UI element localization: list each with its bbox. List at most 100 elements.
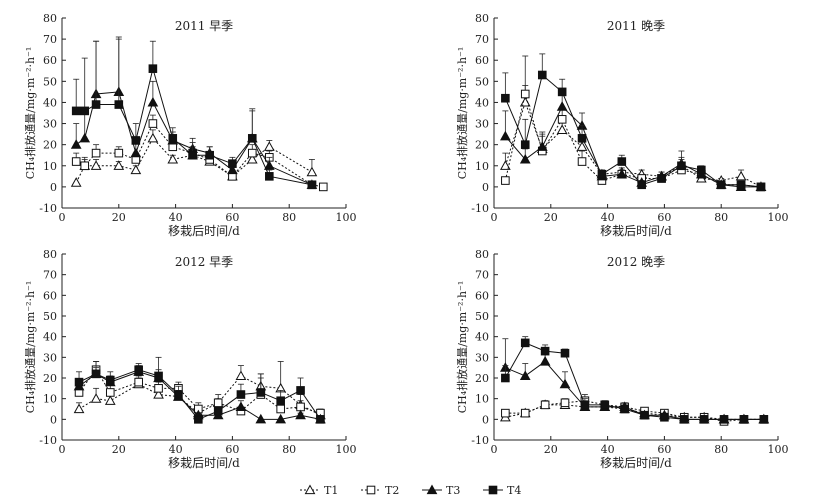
y-tick-label: 20 (43, 372, 57, 385)
data-point-t2 (560, 398, 570, 408)
x-tick-label: 20 (112, 443, 126, 456)
x-tick-label: 60 (657, 443, 671, 456)
data-point-t4 (501, 93, 510, 103)
data-point-t4 (154, 371, 163, 381)
x-tick-label: 0 (491, 211, 498, 224)
x-tick-label: 0 (59, 443, 66, 456)
x-tick-label: 80 (714, 443, 728, 456)
y-tick-label: 40 (475, 331, 489, 344)
data-point-t4 (679, 415, 689, 424)
data-point-t3 (235, 401, 247, 412)
data-point-t4 (577, 134, 587, 143)
y-tick-label: 50 (475, 75, 489, 88)
x-axis-label: 移栽后时间/d (600, 456, 672, 470)
data-point-t4 (657, 174, 666, 183)
series-t2 (74, 361, 325, 418)
data-point-t4 (247, 134, 257, 143)
data-point-t2 (520, 408, 530, 418)
legend-label-t2: T2 (385, 484, 399, 497)
data-point-t3 (556, 101, 568, 111)
y-tick-label: 80 (475, 12, 489, 25)
data-point-t1 (263, 141, 275, 151)
data-point-t4 (620, 404, 629, 414)
x-tick-label: 20 (544, 211, 558, 224)
data-point-t4 (560, 348, 570, 358)
data-point-t1 (500, 160, 511, 170)
data-point-t4 (537, 70, 547, 80)
data-point-t4 (276, 396, 285, 406)
legend-item-t4: T4 (483, 484, 521, 497)
data-point-t3 (295, 409, 306, 420)
data-point-t4 (228, 159, 237, 168)
data-point-t1 (90, 160, 102, 170)
data-point-t4 (148, 64, 158, 73)
y-tick-label: 20 (475, 139, 489, 152)
data-point-t3 (130, 147, 142, 158)
data-point-t1 (556, 124, 568, 134)
data-point-t4 (677, 161, 686, 171)
y-axis-label: CH₄排放通量/mg·m⁻²·h⁻¹ (455, 47, 469, 180)
data-point-t4 (205, 150, 214, 160)
data-point-t4 (188, 150, 197, 160)
y-tick-label: 10 (43, 393, 57, 406)
legend-marker-t3 (426, 484, 438, 495)
data-point-t1 (113, 160, 125, 170)
data-point-t4 (71, 106, 81, 116)
series-line-t4 (504, 74, 762, 188)
data-point-t4 (74, 377, 84, 387)
y-tick-label: 10 (475, 160, 489, 173)
data-point-t4 (236, 390, 246, 399)
y-tick-label: 50 (43, 310, 57, 323)
data-point-t3 (255, 413, 267, 424)
data-point-t2 (501, 408, 510, 418)
data-point-t2 (318, 182, 328, 192)
data-point-t2 (296, 402, 305, 412)
y-tick-label: 60 (43, 289, 57, 302)
legend-label-t3: T3 (446, 484, 460, 497)
panel-title: 2011 晚季 (607, 19, 665, 33)
y-tick-label: 30 (475, 351, 489, 364)
data-point-t4 (501, 373, 510, 383)
data-point-t4 (174, 390, 183, 399)
data-point-t2 (213, 398, 223, 408)
data-point-t3 (275, 413, 287, 424)
legend-marker-t1 (304, 484, 316, 495)
y-tick-label: 30 (43, 118, 57, 131)
legend-item-t2: T2 (361, 484, 399, 497)
data-point-t4 (265, 172, 274, 181)
series-line-t1 (75, 137, 313, 183)
data-point-t2 (134, 377, 143, 387)
data-point-t2 (114, 148, 124, 158)
data-point-t4 (213, 406, 223, 416)
data-point-t4 (756, 182, 766, 192)
data-point-t1 (130, 164, 142, 175)
y-tick-label: -10 (471, 434, 489, 447)
data-point-t2 (557, 115, 567, 124)
x-axis-label: 移栽后时间/d (168, 224, 240, 238)
data-point-t4 (600, 400, 610, 410)
panel-title: 2012 早季 (175, 255, 233, 269)
data-point-t2 (154, 384, 163, 393)
data-point-t4 (640, 410, 649, 420)
data-point-t2 (148, 119, 158, 128)
data-point-t4 (736, 180, 746, 190)
data-point-t4 (637, 180, 646, 190)
y-tick-label: 20 (43, 139, 57, 152)
data-point-t1 (246, 153, 258, 164)
data-point-t2 (105, 388, 115, 397)
data-point-t3 (147, 96, 159, 107)
data-point-t3 (519, 370, 531, 381)
data-point-t4 (739, 415, 749, 424)
data-point-t4 (697, 165, 706, 175)
y-tick-label: 10 (475, 393, 489, 406)
data-point-t4 (520, 338, 530, 348)
data-point-t4 (719, 415, 729, 424)
x-tick-label: 40 (169, 211, 183, 224)
x-tick-label: 40 (601, 211, 615, 224)
series-t4 (71, 36, 317, 190)
series-line-t4 (76, 66, 313, 186)
